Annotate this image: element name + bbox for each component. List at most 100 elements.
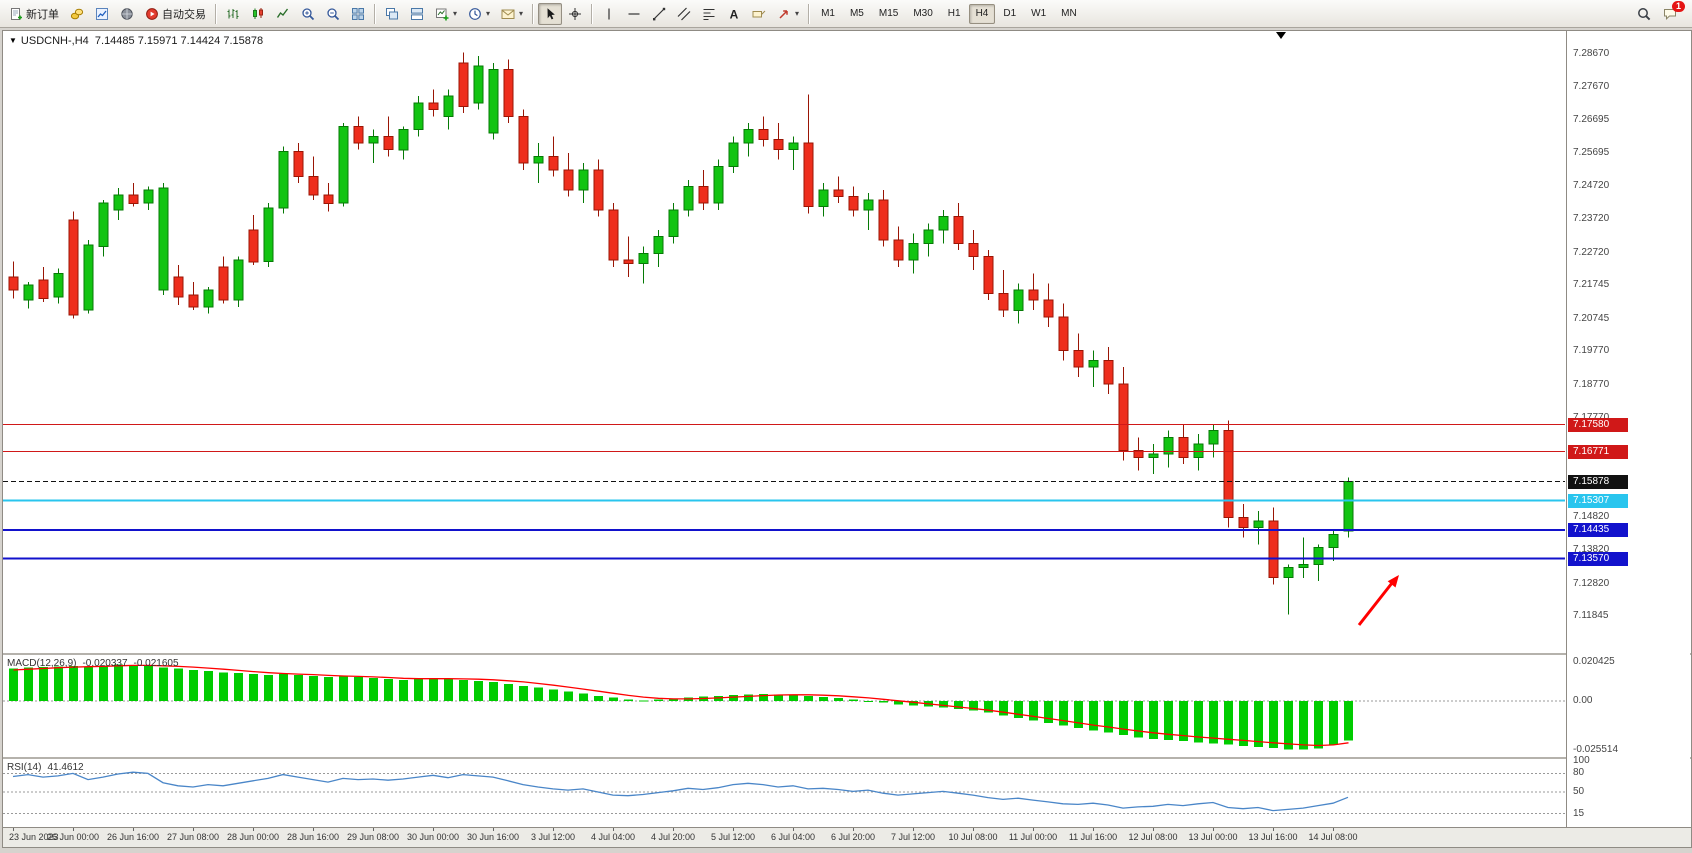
macd-scale-label: -0.025514 [1573,744,1619,756]
community-button[interactable] [115,3,139,25]
search-button[interactable] [1632,3,1656,25]
trendline-button[interactable] [647,3,671,25]
time-axis-label: 4 Jul 20:00 [650,832,696,842]
doc-plus-icon [9,7,23,21]
time-axis-tick [673,828,674,831]
arrows-button[interactable]: ▾ [772,3,804,25]
time-axis-label: 28 Jun 16:00 [286,832,340,842]
charts-button[interactable] [65,3,89,25]
time-axis-label: 11 Jul 00:00 [1008,832,1058,842]
chat-button[interactable]: 1 [1658,0,1685,25]
notification-badge: 1 [1672,0,1685,12]
zoom-in-button[interactable] [296,3,320,25]
ohlc-bars-icon [226,7,240,21]
text-button[interactable]: A [722,3,746,25]
time-axis-label: 29 Jun 08:00 [346,832,400,842]
time-axis-label: 5 Jul 12:00 [710,832,756,842]
pane-divider[interactable] [3,653,1691,655]
line-chart-button[interactable] [271,3,295,25]
text-label-button[interactable] [747,3,771,25]
timeframe-m30-button[interactable]: M30 [906,4,939,24]
caret-down-icon: ▾ [519,9,524,18]
label-icon [752,7,766,21]
templates-button[interactable]: ▾ [496,3,528,25]
zoom-out-button[interactable] [321,3,345,25]
macd-name: MACD(12,26,9) [7,658,77,669]
timeframe-d1-button[interactable]: D1 [996,4,1023,24]
macd-signal-value: -0.021605 [133,658,179,669]
time-axis-label: 10 Jul 08:00 [948,832,998,842]
price-scale[interactable]: 7.28670 7.27670 7.26695 7.25695 7.24720 7.237… [1566,31,1690,827]
vertical-line-button[interactable] [597,3,621,25]
macd-scale-label: 0.00 [1573,695,1593,707]
time-axis[interactable]: 23 Jun 2023 26 Jun 00:00 26 Jun 16:00 27 Ju… [3,827,1691,847]
channel-button[interactable] [672,3,696,25]
macd-scale-label: 0.020425 [1573,655,1615,667]
new-chart-button[interactable]: ▾ [430,3,462,25]
macd-indicator-chart[interactable] [3,655,1565,757]
toolbar-right-group: 1 [1632,0,1688,25]
auto-trading-button[interactable]: 自动交易 [140,3,211,25]
arrow-annotation[interactable] [1357,575,1399,626]
time-axis-label: 3 Jul 12:00 [530,832,576,842]
price-scale-label: 7.19770 [1573,345,1610,357]
ohlc-quote-label: 7.14485 7.15971 7.14424 7.15878 [94,35,264,47]
price-scale-label: 7.23720 [1573,213,1610,225]
timeframe-m1-button[interactable]: M1 [814,4,842,24]
magnifier-icon [1637,7,1651,21]
time-axis-label: 6 Jul 04:00 [770,832,816,842]
time-axis-tick [253,828,254,831]
time-axis-tick [373,828,374,831]
periods-button[interactable]: ▾ [463,3,495,25]
time-axis-tick [1213,828,1214,831]
price-scale-label: 7.24720 [1573,179,1610,191]
timeframe-h4-button[interactable]: H4 [968,3,996,24]
price-scale-label: 7.14820 [1573,510,1610,522]
chart-menu-icon[interactable]: ▼ [9,36,17,45]
chart-shift-marker[interactable] [1276,32,1286,39]
market-watch-button[interactable] [90,3,114,25]
time-axis-label: 11 Jul 16:00 [1068,832,1118,842]
time-axis-tick [1273,828,1274,831]
timeframe-mn-button[interactable]: MN [1054,4,1084,24]
time-axis-tick [733,828,734,831]
macd-label: MACD(12,26,9) -0.020337 -0.021605 [7,658,185,669]
mail-icon [501,7,515,21]
tile-horizontal-icon [410,7,424,21]
candles-icon [251,7,265,21]
timeframe-h1-button[interactable]: H1 [941,4,968,24]
toolbar-separator [532,3,535,24]
tile-windows-button[interactable] [346,3,370,25]
timeframe-m5-button[interactable]: M5 [843,4,871,24]
fibonacci-button[interactable] [697,3,721,25]
horizontal-line-icon [627,7,641,21]
time-axis-tick [73,828,74,831]
price-line-tag: 7.13570 [1568,551,1628,566]
cascade-windows-button[interactable] [380,3,404,25]
pane-divider[interactable] [3,757,1691,759]
time-axis-label: 13 Jul 16:00 [1248,832,1298,842]
tile-horizontal-button[interactable] [405,3,429,25]
time-axis-label: 30 Jun 16:00 [466,832,520,842]
crosshair-button[interactable] [563,3,587,25]
cursor-icon [543,7,557,21]
time-axis-label: 14 Jul 08:00 [1308,832,1358,842]
clock-icon [468,7,482,21]
rsi-label: RSI(14) 41.4612 [7,762,90,773]
candlestick-chart[interactable] [3,31,1565,653]
rsi-indicator-chart[interactable] [3,759,1565,827]
cursor-button[interactable] [538,2,563,25]
time-axis-label: 30 Jun 00:00 [406,832,460,842]
bar-chart-button[interactable] [221,3,245,25]
toolbar-separator [808,3,811,24]
rsi-name: RSI(14) [7,762,42,773]
chart-title: ▼ USDCNH-,H4 7.14485 7.15971 7.14424 7.15… [9,35,263,47]
timeframe-w1-button[interactable]: W1 [1024,4,1053,24]
time-axis-tick [973,828,974,831]
new-order-button[interactable]: 新订单 [4,3,64,25]
time-axis-tick [193,828,194,831]
candlestick-chart-button[interactable] [246,3,270,25]
time-axis-tick [1333,828,1334,831]
horizontal-line-button[interactable] [622,3,646,25]
timeframe-m15-button[interactable]: M15 [872,4,905,24]
